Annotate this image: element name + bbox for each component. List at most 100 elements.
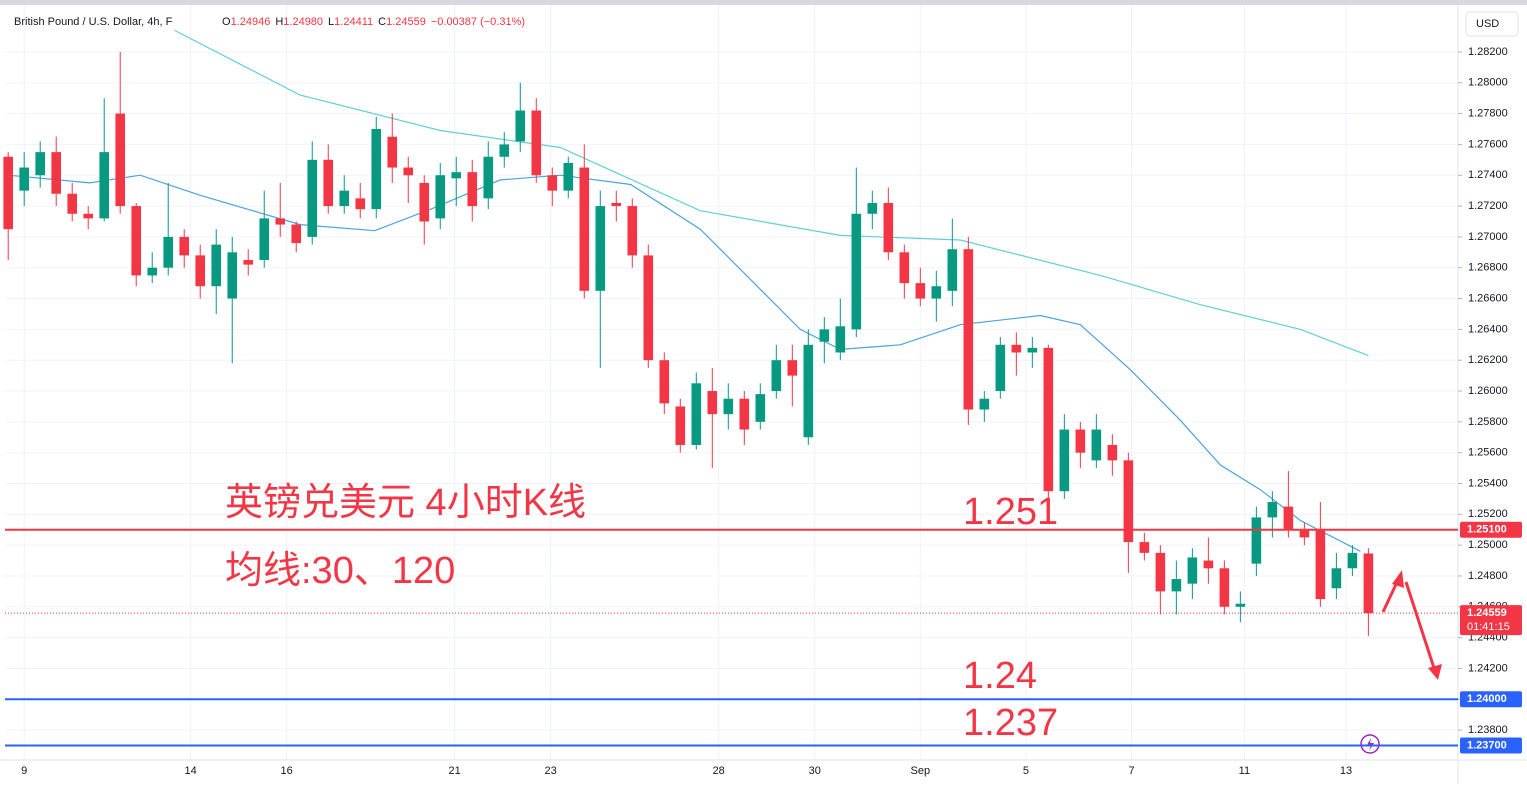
candle-body — [787, 360, 798, 376]
candle-body — [67, 193, 78, 214]
ohlc-key: L — [328, 16, 334, 28]
x-tick-label: 14 — [185, 765, 197, 777]
candle-body — [163, 236, 174, 268]
candle-body — [19, 167, 30, 191]
candle-body — [259, 218, 270, 261]
candle-body — [1283, 506, 1294, 530]
annotation: 均线:30、120 — [225, 550, 455, 592]
price-tag-label: 1.25100 — [1467, 524, 1507, 536]
candle-body — [147, 267, 158, 276]
candle-body — [115, 113, 126, 207]
price-tag — [1460, 691, 1522, 708]
candle-body — [979, 398, 990, 410]
candle-body — [499, 144, 510, 157]
candle-body — [179, 236, 190, 256]
candle-body — [419, 182, 430, 222]
ohlc-value: 1.24559 — [386, 16, 426, 28]
candle-body — [483, 156, 494, 199]
candle-body — [995, 344, 1006, 392]
last-price-label: 1.24559 — [1467, 607, 1507, 619]
top-border — [0, 0, 1527, 5]
y-tick-label: 1.28200 — [1468, 46, 1508, 58]
candle-body — [1299, 529, 1310, 538]
candle-body — [1315, 529, 1326, 600]
candle-body — [963, 249, 974, 410]
y-tick-label: 1.26400 — [1468, 323, 1508, 335]
candle-body — [915, 283, 926, 299]
moving-average — [8, 174, 1361, 552]
ohlc-key: H — [275, 16, 283, 28]
candle-body — [1267, 501, 1278, 518]
forecast-arrow — [1381, 570, 1442, 680]
candle-body — [51, 152, 62, 194]
candle-body — [339, 190, 350, 207]
candle-body — [1155, 552, 1166, 592]
annotation: 英镑兑美元 4小时K线 — [225, 482, 586, 524]
x-tick-label: 5 — [1023, 765, 1029, 777]
y-tick-label: 1.23800 — [1468, 724, 1508, 736]
candle-body — [131, 206, 142, 276]
candle-body — [1251, 517, 1262, 564]
candle-body — [1363, 553, 1374, 614]
candle-body — [579, 167, 590, 291]
ohlc-change: −0.00387 (−0.31%) — [431, 16, 525, 28]
candle-body — [1123, 460, 1134, 543]
x-tick-label: 23 — [545, 765, 557, 777]
candle-body — [275, 218, 286, 225]
y-tick-label: 1.26800 — [1468, 262, 1508, 274]
y-tick-label: 1.25400 — [1468, 477, 1508, 489]
candle-body — [307, 159, 318, 237]
currency-label[interactable]: USD — [1476, 18, 1499, 30]
x-tick-label: 16 — [281, 765, 293, 777]
candle-body — [883, 202, 894, 253]
x-tick-label: 30 — [809, 765, 821, 777]
currency-button[interactable] — [1465, 11, 1519, 37]
candle-body — [227, 252, 238, 299]
candle-body — [387, 136, 398, 168]
level-annotation: 1.237 — [963, 702, 1058, 744]
x-tick-label: Sep — [911, 765, 931, 777]
grid — [5, 5, 1458, 760]
y-tick-label: 1.28000 — [1468, 77, 1508, 89]
candle-body — [467, 172, 478, 207]
candle-body — [899, 252, 910, 284]
candle-body — [659, 360, 670, 404]
plot — [3, 29, 1374, 636]
y-tick-label: 1.24800 — [1468, 570, 1508, 582]
candle-body — [547, 175, 558, 191]
candle-body — [35, 152, 46, 176]
ohlc-key: C — [378, 16, 386, 28]
candle-body — [611, 202, 622, 207]
candle-body — [1235, 603, 1246, 607]
candle-body — [291, 224, 302, 244]
last-price-tag — [1460, 605, 1522, 636]
y-tick-label: 1.27600 — [1468, 138, 1508, 150]
candle-body — [723, 398, 734, 415]
candle-body — [211, 244, 222, 287]
candle-body — [563, 162, 574, 191]
y-tick-label: 1.26200 — [1468, 354, 1508, 366]
x-tick-label: 13 — [1340, 765, 1352, 777]
x-tick-label: 11 — [1239, 765, 1250, 777]
candle-body — [371, 129, 382, 210]
y-tick-label: 1.27200 — [1468, 200, 1508, 212]
candle-body — [1107, 444, 1118, 461]
candle-body — [675, 406, 686, 445]
candle-body — [835, 326, 846, 353]
y-tick-label: 1.25800 — [1468, 416, 1508, 428]
x-tick-label: 28 — [713, 765, 725, 777]
candle-body — [867, 202, 878, 214]
candle-body — [707, 391, 718, 415]
y-tick-label: 1.25200 — [1468, 508, 1508, 520]
candle-body — [931, 286, 942, 299]
candle-body — [195, 255, 206, 287]
level-annotation: 1.251 — [963, 491, 1058, 533]
candle-body — [1347, 552, 1358, 569]
y-tick-label: 1.27400 — [1468, 169, 1508, 181]
candle-body — [435, 175, 446, 219]
moving-average — [174, 29, 1369, 357]
candle-body — [531, 110, 542, 176]
candle-body — [643, 255, 654, 361]
